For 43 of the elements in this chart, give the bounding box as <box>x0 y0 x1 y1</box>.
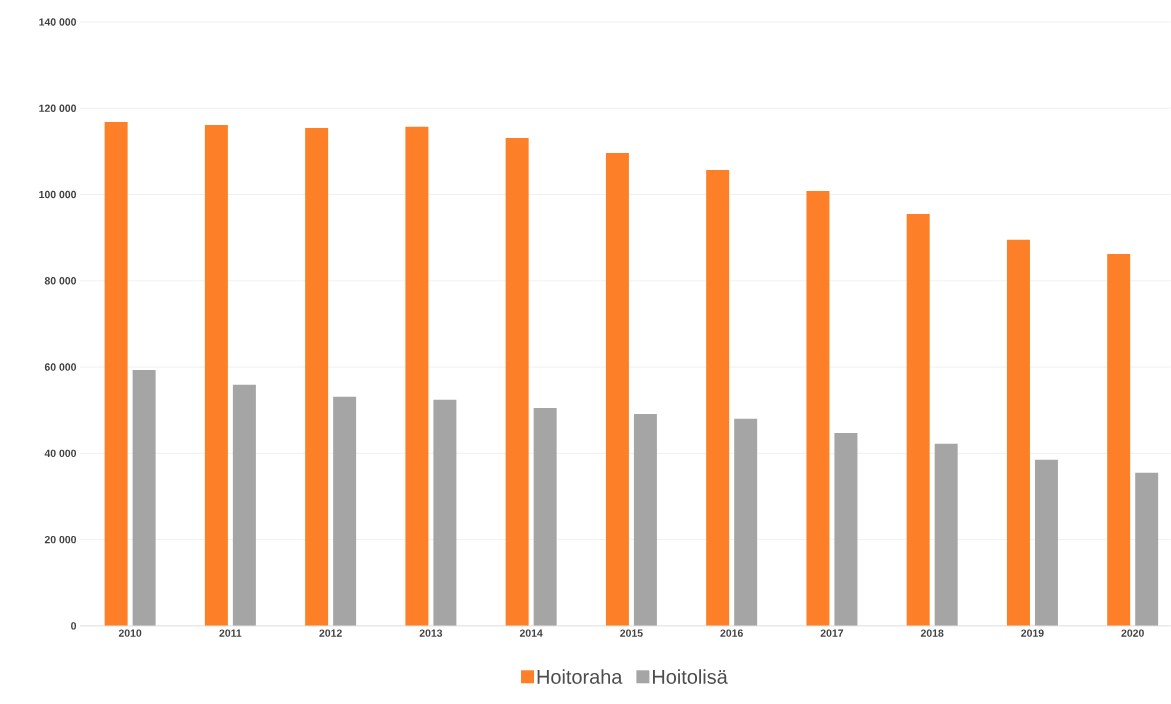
bar <box>305 128 329 626</box>
y-tick-label: 0 <box>71 622 77 630</box>
x-tick-label: 2015 <box>620 629 643 637</box>
bar <box>906 214 930 626</box>
bar <box>1107 254 1131 626</box>
bar <box>405 126 429 626</box>
legend-label: Hoitolisä <box>653 669 728 684</box>
bar <box>734 418 758 626</box>
bar <box>204 125 228 626</box>
bar <box>934 443 958 626</box>
bar <box>1034 459 1058 626</box>
y-tick-label: 60 000 <box>44 363 77 371</box>
bar <box>333 396 357 626</box>
bar <box>104 122 128 626</box>
y-tick-label: 100 000 <box>39 190 77 199</box>
bar <box>1135 472 1159 626</box>
bar <box>1006 239 1030 626</box>
x-tick-label: 2020 <box>1121 629 1144 637</box>
x-tick-label: 2010 <box>118 629 142 637</box>
y-tick-label: 140 000 <box>39 18 77 26</box>
x-tick-label: 2017 <box>820 629 844 637</box>
x-tick-label: 2012 <box>319 629 342 637</box>
bar <box>706 170 730 626</box>
y-tick-label: 20 000 <box>44 535 77 544</box>
y-tick-label: 40 000 <box>44 449 77 458</box>
y-tick-label: 120 000 <box>39 104 77 113</box>
bar <box>806 191 830 626</box>
x-tick-label: 2011 <box>219 629 242 637</box>
x-tick-label: 2014 <box>519 629 543 637</box>
bar <box>132 370 156 626</box>
x-tick-label: 2018 <box>920 629 944 637</box>
x-tick-label: 2016 <box>720 629 743 637</box>
bar <box>505 138 529 626</box>
bar <box>605 153 629 626</box>
y-tick-label: 80 000 <box>44 277 77 285</box>
bar <box>834 433 858 626</box>
bar <box>633 414 657 626</box>
bar <box>533 408 557 626</box>
bar <box>433 399 457 626</box>
x-tick-label: 2019 <box>1021 629 1044 637</box>
bar <box>232 384 256 626</box>
x-tick-label: 2013 <box>419 629 443 637</box>
legend-label: Hoitoraha <box>537 669 623 684</box>
